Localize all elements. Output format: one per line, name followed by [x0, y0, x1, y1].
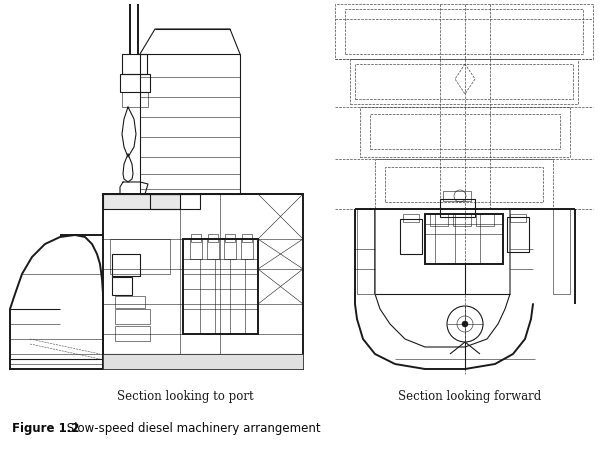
Text: Section looking to port: Section looking to port — [116, 389, 253, 402]
Bar — [430, 215, 448, 227]
Bar — [190, 239, 202, 259]
Bar — [370, 115, 560, 149]
Text: Slow-speed diesel machinery arrangement: Slow-speed diesel machinery arrangement — [63, 421, 320, 434]
Bar — [345, 10, 583, 55]
Bar — [400, 219, 422, 255]
Bar — [241, 239, 253, 259]
Bar — [476, 215, 494, 227]
Circle shape — [462, 321, 468, 327]
Bar — [120, 75, 150, 93]
Bar — [510, 215, 526, 223]
Bar — [357, 209, 374, 294]
Bar — [225, 235, 235, 242]
Bar — [115, 309, 150, 324]
Bar — [122, 93, 148, 108]
Bar — [355, 65, 573, 100]
Bar — [553, 209, 570, 294]
Text: Section looking forward: Section looking forward — [398, 389, 542, 402]
Bar — [103, 195, 180, 209]
Bar — [375, 159, 553, 209]
Bar — [453, 215, 471, 227]
Bar — [403, 215, 419, 223]
Bar — [350, 60, 578, 105]
Bar — [242, 235, 252, 242]
Bar — [103, 354, 303, 369]
Bar — [360, 108, 570, 158]
Bar — [440, 199, 475, 218]
Bar — [150, 195, 200, 209]
Bar — [140, 55, 240, 195]
Bar — [335, 5, 593, 60]
Bar — [183, 239, 258, 334]
Bar — [443, 192, 471, 201]
Bar — [112, 278, 132, 296]
Bar — [224, 239, 236, 259]
Bar — [208, 235, 218, 242]
Bar — [103, 195, 303, 369]
Bar — [115, 297, 145, 308]
Bar — [122, 55, 147, 75]
Bar — [191, 235, 201, 242]
Bar — [110, 239, 170, 275]
Bar — [207, 239, 219, 259]
Bar — [507, 218, 529, 252]
Bar — [425, 215, 503, 265]
Bar — [112, 255, 140, 277]
Text: Figure 1.2: Figure 1.2 — [12, 421, 79, 434]
Bar — [385, 168, 543, 203]
Bar — [115, 327, 150, 341]
